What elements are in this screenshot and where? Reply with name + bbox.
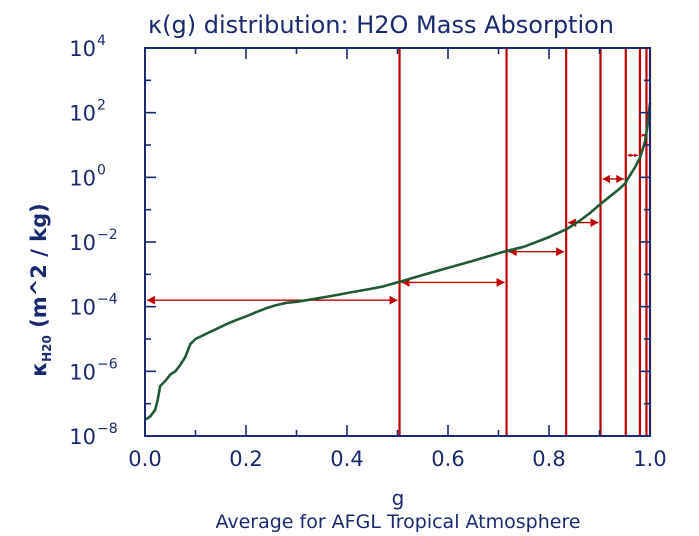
band-arrow-head-right <box>556 247 565 257</box>
y-tick-label: 10 <box>69 37 96 61</box>
y-tick-exponent: 0 <box>97 162 106 178</box>
chart-subtitle: Average for AFGL Tropical Atmosphere <box>215 511 580 533</box>
x-tick-label: 0.0 <box>128 447 161 471</box>
band-arrow-head-right <box>634 153 638 158</box>
band-arrow-head-right <box>590 218 599 227</box>
y-tick-exponent: −8 <box>97 421 118 437</box>
band-arrow-head-left <box>627 153 632 158</box>
y-tick-label: 10 <box>69 360 96 384</box>
y-tick-exponent: −2 <box>97 227 118 243</box>
band-arrow-head-right <box>496 278 505 287</box>
y-tick-exponent: −4 <box>97 292 118 308</box>
x-tick-label: 0.6 <box>431 447 464 471</box>
y-axis-label: κH20 (m^2 / kg) <box>27 203 54 377</box>
x-tick-label: 0.4 <box>330 447 363 471</box>
x-tick-label: 1.0 <box>633 447 666 471</box>
plot-frame <box>144 47 651 437</box>
band-arrow-head-right <box>641 133 645 137</box>
y-tick-label: 10 <box>69 296 96 320</box>
svg-text:κH20 (m^2 / kg): κH20 (m^2 / kg) <box>27 203 54 377</box>
y-tick-label: 10 <box>69 231 96 255</box>
y-tick-exponent: 2 <box>97 98 106 114</box>
x-axis-label: g <box>392 486 405 510</box>
x-tick-label: 0.8 <box>532 447 565 471</box>
x-tick-label: 0.2 <box>229 447 262 471</box>
absorption-curve <box>144 102 652 421</box>
y-tick-label: 10 <box>69 102 96 126</box>
band-arrow-head-right <box>616 174 624 184</box>
y-tick-exponent: 4 <box>97 33 106 49</box>
y-tick-label: 10 <box>69 425 96 449</box>
band-arrow-head-left <box>147 295 155 305</box>
y-tick-label: 10 <box>69 166 96 190</box>
chart-title: κ(g) distribution: H2O Mass Absorption <box>148 11 614 39</box>
band-arrow-head-right <box>389 295 398 305</box>
band-arrow-head-left <box>602 174 610 184</box>
y-tick-exponent: −6 <box>97 356 118 372</box>
